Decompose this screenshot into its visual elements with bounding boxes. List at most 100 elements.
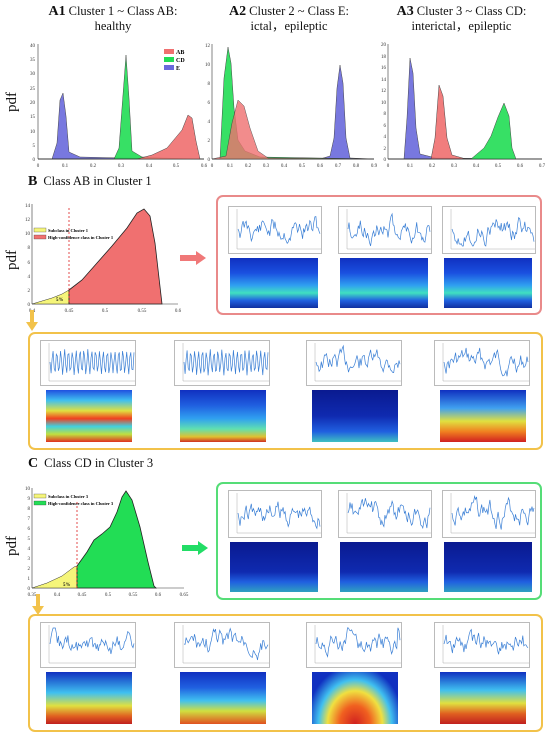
- svg-text:High-confidence class in Clust: High-confidence class in Cluster 3: [48, 501, 114, 506]
- eeg-signal-thumbnail: [442, 490, 536, 538]
- svg-text:1: 1: [28, 577, 31, 582]
- svg-text:0.4: 0.4: [281, 164, 288, 169]
- spectrogram-image: [340, 258, 428, 308]
- eeg-signal-thumbnail: [40, 622, 136, 668]
- svg-text:E: E: [176, 66, 180, 72]
- panel-id: A3: [396, 4, 414, 19]
- panel-title-a2: A2 Cluster 2 ~ Class E: ictal，epileptic: [204, 4, 374, 34]
- chart-a2: 0 2 4 6 8 10 12 0 0.1 0.2 0.3 0.4 0.5 0.6 0.7 0.8 0.9: [205, 44, 378, 169]
- section-title-text: Class AB in Cluster 1: [43, 174, 152, 188]
- svg-text:18: 18: [381, 55, 387, 60]
- svg-text:8: 8: [28, 246, 31, 251]
- svg-text:2: 2: [28, 567, 31, 572]
- svg-text:0.3: 0.3: [118, 164, 125, 169]
- svg-text:0: 0: [387, 164, 390, 169]
- spectrogram-image: [312, 672, 398, 724]
- eeg-signal-thumbnail: [174, 622, 270, 668]
- svg-text:Subclass in Cluster 3: Subclass in Cluster 3: [48, 494, 89, 499]
- spectrogram-image: [312, 390, 398, 442]
- svg-text:6: 6: [384, 124, 387, 129]
- panel-subtitle: ictal，epileptic: [250, 19, 328, 33]
- panel-title-a3: A3 Cluster 3 ~ Class CD: interictal，epile…: [374, 4, 549, 34]
- svg-text:0.4: 0.4: [146, 164, 153, 169]
- subclass-samples-frame-b: [28, 332, 543, 450]
- eeg-signal-thumbnail: [338, 206, 432, 254]
- series-cd-area: [388, 102, 517, 160]
- svg-text:0.4: 0.4: [54, 593, 61, 598]
- section-title-text: Class CD in Cluster 3: [44, 456, 154, 470]
- high-confidence-samples-frame-c: [216, 482, 542, 600]
- svg-text:0.65: 0.65: [180, 593, 189, 598]
- svg-text:0.3: 0.3: [263, 164, 270, 169]
- svg-text:0: 0: [37, 164, 40, 169]
- svg-text:High-confidence class in Clust: High-confidence class in Cluster 1: [48, 235, 114, 240]
- svg-text:0: 0: [384, 158, 387, 163]
- svg-text:0: 0: [28, 303, 31, 308]
- spectrogram-image: [340, 542, 428, 592]
- svg-text:0.6: 0.6: [517, 164, 524, 169]
- svg-text:20: 20: [381, 43, 387, 48]
- svg-text:0.6: 0.6: [317, 164, 324, 169]
- svg-text:30: 30: [30, 72, 36, 77]
- panel-title-a1: A1 Cluster 1 ~ Class AB: healthy: [28, 4, 198, 34]
- svg-text:0.2: 0.2: [90, 164, 97, 169]
- svg-text:15: 15: [30, 115, 36, 120]
- svg-text:0.45: 0.45: [78, 593, 87, 598]
- svg-text:7: 7: [28, 517, 31, 522]
- series-e-area: [388, 57, 543, 160]
- spectrogram-image: [230, 542, 318, 592]
- eeg-signal-thumbnail: [228, 490, 322, 538]
- svg-text:2: 2: [28, 289, 31, 294]
- svg-text:0.7: 0.7: [335, 164, 342, 169]
- svg-text:12: 12: [205, 44, 211, 49]
- svg-text:12: 12: [381, 89, 387, 94]
- chart-c: 5% Subclass in Cluster 3 High-confidence…: [25, 487, 189, 598]
- svg-text:14: 14: [381, 78, 387, 83]
- svg-text:0.1: 0.1: [227, 164, 234, 169]
- svg-text:0.5: 0.5: [102, 309, 109, 314]
- eeg-signal-thumbnail: [338, 490, 432, 538]
- svg-text:0.55: 0.55: [129, 593, 138, 598]
- svg-text:0.2: 0.2: [429, 164, 436, 169]
- annotation-5pct: 5%: [56, 298, 64, 303]
- arrow-down-b: [26, 310, 38, 331]
- series-ab-area: [211, 99, 375, 160]
- svg-text:3: 3: [28, 557, 31, 562]
- svg-text:0.5: 0.5: [495, 164, 502, 169]
- svg-text:0.7: 0.7: [539, 164, 546, 169]
- section-id: C: [28, 456, 39, 471]
- svg-text:4: 4: [208, 120, 211, 125]
- spectrogram-image: [440, 390, 526, 442]
- svg-text:10: 10: [381, 101, 387, 106]
- subclass-samples-frame-c: [28, 614, 543, 732]
- legend-c: Subclass in Cluster 3 High-confidence cl…: [33, 493, 114, 506]
- panel-id: A2: [229, 4, 247, 19]
- eeg-signal-thumbnail: [174, 340, 270, 386]
- svg-text:AB: AB: [176, 50, 184, 56]
- y-axis-label-top: pdf: [4, 92, 20, 112]
- eeg-signal-thumbnail: [228, 206, 322, 254]
- svg-text:14: 14: [25, 204, 31, 209]
- svg-text:10: 10: [30, 130, 36, 135]
- svg-text:0.1: 0.1: [407, 164, 414, 169]
- svg-text:5: 5: [28, 537, 31, 542]
- svg-text:0.3: 0.3: [451, 164, 458, 169]
- svg-text:2: 2: [384, 147, 387, 152]
- high-confidence-area: [68, 208, 163, 305]
- svg-text:0.6: 0.6: [175, 309, 182, 314]
- high-confidence-samples-frame-b: [216, 195, 542, 315]
- svg-text:0.55: 0.55: [138, 309, 147, 314]
- svg-text:8: 8: [28, 507, 31, 512]
- legend-a1: AB CD E: [164, 49, 185, 72]
- spectrogram-image: [180, 672, 266, 724]
- svg-text:20: 20: [30, 101, 36, 106]
- arrow-down-c: [32, 594, 44, 615]
- spectrogram-image: [180, 390, 266, 442]
- spectrogram-image: [440, 672, 526, 724]
- svg-text:0.6: 0.6: [201, 164, 208, 169]
- svg-text:0.9: 0.9: [371, 164, 378, 169]
- svg-text:8: 8: [384, 112, 387, 117]
- panel-title-text: Cluster 1 ~ Class AB:: [68, 4, 178, 18]
- svg-text:10: 10: [25, 232, 31, 237]
